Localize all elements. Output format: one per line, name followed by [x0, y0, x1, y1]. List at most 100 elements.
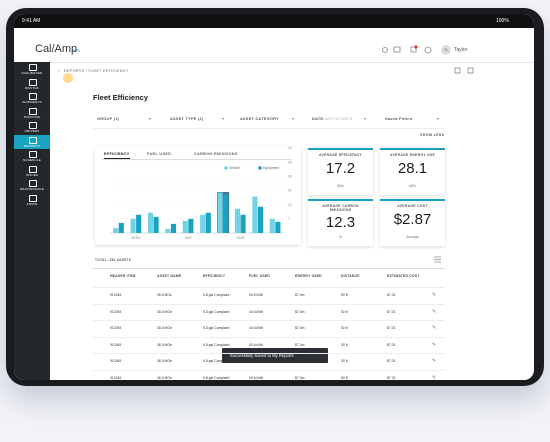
screen-content: 9:41 AM 100% Cal/Amp iOn TL Taylor ‹ REP…	[14, 14, 534, 380]
kpi-card	[380, 148, 445, 195]
kpi-value: 17.2	[325, 160, 356, 177]
nav-label[interactable]: ADMIN	[26, 201, 38, 206]
breadcrumb[interactable]: REPORTS / FLEET EFFICIENCY	[64, 69, 129, 73]
table-cell: 912345	[110, 375, 122, 380]
column-header[interactable]: HEADER ITEM	[110, 274, 136, 278]
column-header[interactable]: EFFICIENCY	[203, 274, 226, 278]
column-header[interactable]: DISTANCE	[341, 274, 360, 278]
kpi-unit: lb	[339, 235, 342, 239]
page-actions[interactable]	[454, 66, 478, 76]
kpi-title: AVERAGE COST	[397, 204, 428, 208]
table-settings-icon[interactable]	[433, 256, 443, 264]
bar	[130, 218, 136, 233]
kpi-value: 28.1	[397, 160, 428, 177]
legend-swatch	[258, 166, 262, 170]
row-divider	[93, 320, 445, 321]
bar	[136, 214, 142, 233]
column-header[interactable]: ASSET NAME	[157, 274, 182, 278]
table-cell: 50 ft	[341, 375, 348, 380]
show-less[interactable]: SHOW LESS	[420, 133, 445, 137]
avatar[interactable]: TL	[441, 45, 451, 55]
table-cell: $7.01	[387, 326, 396, 330]
filter-label[interactable]: GROUP (1)	[97, 117, 120, 121]
bar	[223, 194, 229, 233]
logo-suffix: iOn	[73, 48, 81, 53]
kpi-title: AVERAGE EFFICIENCY	[318, 153, 362, 157]
bar	[240, 214, 246, 233]
cursor	[63, 73, 73, 83]
table-cell: $7.3m	[295, 326, 305, 330]
filter-caret[interactable]: ▾	[437, 116, 440, 121]
legend-label: Equipment	[263, 166, 279, 170]
row-divider	[93, 336, 445, 338]
table-cell: $7.01	[387, 309, 396, 314]
nav-label[interactable]: SHIPMENTS	[22, 100, 42, 104]
row-action[interactable]: ✎	[432, 308, 437, 315]
table-cell: 40.6 kWh	[249, 309, 264, 314]
table-cell: 50 ft	[341, 342, 348, 347]
bar	[217, 192, 223, 233]
legend-swatch	[224, 166, 228, 170]
table-cell: 36.5 MGe	[157, 342, 172, 347]
y-tick-label: 7	[288, 217, 290, 221]
kpi-value: 12.3	[325, 214, 356, 231]
table-cell: 50 ft	[341, 293, 348, 297]
table-cell: 50 ft	[341, 309, 348, 314]
kpi-value: $2.87	[393, 211, 432, 228]
nav-icon	[29, 122, 37, 129]
chart-tab[interactable]: EFFICIENCY	[104, 152, 130, 159]
y-tick-label: 14	[288, 203, 292, 207]
user-name[interactable]: Taylor	[454, 47, 468, 53]
bar	[200, 214, 206, 233]
row-action[interactable]: ✎	[432, 374, 437, 381]
kpi-card	[308, 199, 373, 246]
bar	[188, 218, 194, 233]
column-header[interactable]: ENERGY USED	[295, 274, 322, 278]
table-cell: 36.5 MGe	[157, 375, 172, 380]
bar	[165, 228, 171, 233]
table-cell: 40.6 kWh	[249, 359, 264, 363]
table-cell: 5.8 gal Complaint	[203, 293, 230, 297]
nav-label[interactable]: REPORTS	[24, 143, 40, 148]
bar	[118, 222, 124, 233]
row-action[interactable]: ✎	[432, 358, 437, 364]
filter-label[interactable]: ASSET CATEGORY	[240, 117, 280, 121]
filter-caret[interactable]: ▾	[149, 116, 152, 121]
table-cell: 912345	[110, 293, 122, 297]
filter-divider	[93, 128, 445, 129]
nav-label[interactable]: ROUTES	[25, 85, 39, 90]
nav-label[interactable]: ISSUES	[25, 172, 39, 177]
kpi-card	[380, 199, 445, 246]
bar	[275, 221, 281, 233]
filter-label[interactable]: ASSET TYPE (2)	[170, 117, 204, 121]
kpi-unit: Average	[406, 235, 419, 239]
chart-tab[interactable]: FUEL USED	[147, 152, 172, 156]
column-header[interactable]: ESTIMATED COST	[387, 274, 420, 278]
filter-caret[interactable]: ▾	[364, 116, 367, 121]
column-header[interactable]: FUEL USED	[249, 274, 270, 278]
tab-underline	[102, 159, 292, 160]
nav-label[interactable]: DASHBOARD	[21, 71, 43, 75]
row-action[interactable]: ✎	[432, 325, 437, 331]
nav-icon	[29, 93, 37, 100]
table-cell: 5.8 gal Complaint	[203, 359, 230, 363]
row-action[interactable]: ✎	[432, 292, 437, 298]
nav-label[interactable]: DRIVERS	[24, 129, 40, 133]
row-action[interactable]: ✎	[432, 341, 437, 348]
nav-label[interactable]: SCHEDULE	[23, 158, 41, 162]
nav-icon	[29, 180, 37, 187]
nav-label[interactable]: MAINTENANCE	[19, 187, 45, 191]
nav-label[interactable]: TRACKING	[23, 114, 41, 119]
filter-label[interactable]: Saved Filters	[385, 117, 413, 121]
bar	[147, 212, 154, 233]
filter-caret[interactable]: ▾	[292, 116, 295, 121]
bar	[269, 218, 275, 233]
table-cell: $7.01	[387, 359, 396, 363]
filter-label[interactable]: DATE	[312, 117, 324, 121]
filter-value[interactable]: LAST 30 DAYS	[323, 117, 353, 121]
filter-caret[interactable]: ▾	[222, 116, 225, 121]
chart-tab[interactable]: CARBON EMISSIONS	[194, 152, 238, 156]
table-cell: 36.5 MGe	[157, 359, 172, 363]
back-arrow[interactable]: ‹	[58, 68, 60, 74]
